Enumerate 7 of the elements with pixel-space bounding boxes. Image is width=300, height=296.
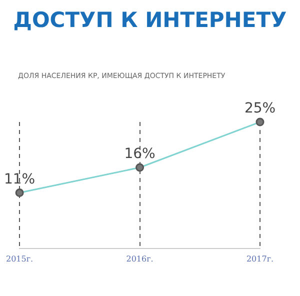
x-tick-label: 2017г.: [246, 254, 274, 264]
data-label: 16%: [124, 146, 156, 162]
data-label: 11%: [4, 171, 36, 188]
data-label: 25%: [244, 100, 276, 117]
chart-title: ДОСТУП К ИНТЕРНЕТУ: [12, 8, 288, 32]
x-tick-label: 2016г.: [126, 254, 154, 264]
x-tick-label: 2015г.: [6, 254, 34, 264]
